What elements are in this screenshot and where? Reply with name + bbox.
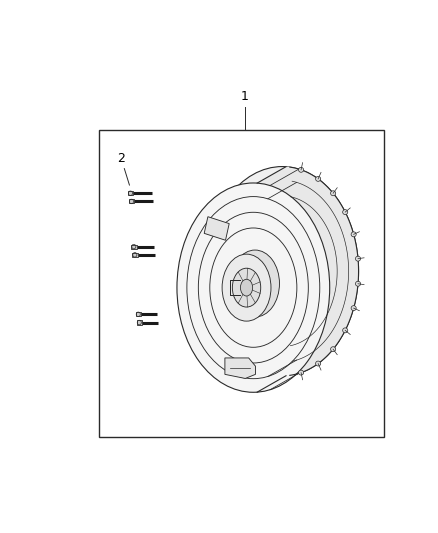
Ellipse shape [177, 183, 330, 392]
Bar [204, 217, 229, 240]
Ellipse shape [356, 281, 360, 286]
Bar [137, 320, 142, 325]
Bar [99, 130, 384, 438]
Polygon shape [225, 358, 255, 378]
Text: 2: 2 [117, 151, 125, 165]
Ellipse shape [240, 279, 253, 296]
Bar [132, 253, 138, 257]
Ellipse shape [299, 167, 304, 172]
Bar [128, 191, 133, 195]
Bar [131, 245, 137, 248]
Ellipse shape [356, 256, 360, 261]
Ellipse shape [206, 166, 359, 376]
Ellipse shape [222, 254, 271, 321]
Bar [129, 199, 134, 204]
Ellipse shape [316, 361, 321, 366]
Ellipse shape [351, 305, 356, 311]
Polygon shape [257, 167, 359, 392]
Bar [135, 312, 141, 317]
Text: 1: 1 [241, 90, 249, 103]
Ellipse shape [351, 232, 356, 237]
Ellipse shape [316, 176, 321, 181]
Ellipse shape [331, 191, 336, 196]
Ellipse shape [331, 347, 336, 352]
Ellipse shape [230, 250, 279, 317]
Ellipse shape [343, 209, 348, 215]
Ellipse shape [299, 370, 304, 375]
Ellipse shape [343, 328, 348, 333]
Ellipse shape [233, 268, 261, 307]
